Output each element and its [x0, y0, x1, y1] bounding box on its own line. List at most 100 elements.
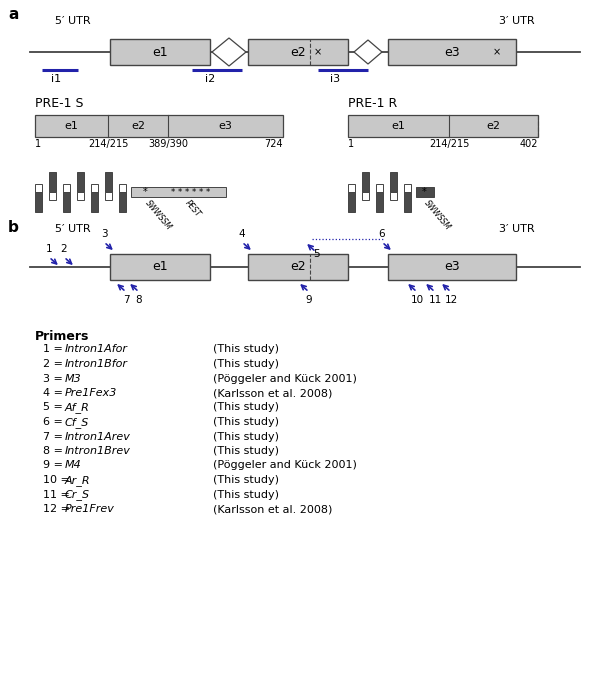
- Text: *: *: [199, 188, 203, 196]
- Bar: [390, 192, 397, 200]
- Text: 1: 1: [46, 244, 52, 254]
- Bar: [63, 192, 70, 212]
- Bar: [105, 172, 112, 192]
- Text: 1 =: 1 =: [43, 344, 66, 355]
- Text: Pre1Frev: Pre1Frev: [65, 504, 115, 514]
- Bar: [376, 192, 383, 212]
- Text: i2: i2: [205, 74, 215, 84]
- Text: 4: 4: [239, 229, 245, 239]
- Text: 724: 724: [264, 139, 283, 149]
- Text: Intron1Brev: Intron1Brev: [65, 446, 131, 456]
- Text: e2: e2: [132, 121, 146, 131]
- Bar: [388, 254, 516, 280]
- Text: i1: i1: [51, 74, 61, 84]
- Text: e3: e3: [444, 46, 460, 59]
- Text: 9 =: 9 =: [43, 460, 66, 471]
- Text: (This study): (This study): [213, 417, 279, 427]
- Text: 214/215: 214/215: [429, 139, 470, 149]
- Text: SWWSSM: SWWSSM: [143, 199, 173, 233]
- Bar: [91, 184, 98, 192]
- Bar: [404, 192, 411, 212]
- Bar: [362, 172, 369, 192]
- Text: ×: ×: [314, 47, 322, 57]
- Text: Intron1Bfor: Intron1Bfor: [65, 359, 128, 369]
- Text: e3: e3: [219, 121, 233, 131]
- Text: (This study): (This study): [213, 490, 279, 499]
- Text: a: a: [8, 7, 18, 22]
- Bar: [49, 172, 56, 192]
- Text: (This study): (This study): [213, 446, 279, 456]
- Text: Af_R: Af_R: [65, 402, 90, 413]
- Text: 8: 8: [136, 295, 143, 305]
- Text: M4: M4: [65, 460, 82, 471]
- Text: e2: e2: [290, 46, 306, 59]
- Text: *: *: [178, 188, 182, 196]
- Text: (This study): (This study): [213, 344, 279, 355]
- Text: 1: 1: [35, 139, 41, 149]
- Text: (Pöggeler and Kück 2001): (Pöggeler and Kück 2001): [213, 374, 357, 383]
- Bar: [416, 187, 434, 197]
- Text: e2: e2: [487, 121, 501, 131]
- Text: 8 =: 8 =: [43, 446, 66, 456]
- Bar: [348, 115, 538, 137]
- Text: 3: 3: [100, 229, 107, 239]
- Text: Cf_S: Cf_S: [65, 417, 90, 428]
- Text: 6 =: 6 =: [43, 417, 66, 427]
- Text: 402: 402: [519, 139, 538, 149]
- Text: (This study): (This study): [213, 475, 279, 485]
- Text: *: *: [206, 188, 210, 196]
- Bar: [49, 192, 56, 200]
- Text: 2: 2: [61, 244, 68, 254]
- Bar: [348, 192, 355, 212]
- Polygon shape: [354, 40, 382, 64]
- Bar: [404, 184, 411, 192]
- Text: 4 =: 4 =: [43, 388, 66, 398]
- Bar: [376, 184, 383, 192]
- Text: e3: e3: [444, 261, 460, 273]
- Text: 10: 10: [410, 295, 424, 305]
- Text: 5′ UTR: 5′ UTR: [55, 224, 91, 234]
- Text: 3 =: 3 =: [43, 374, 66, 383]
- Text: Cr_S: Cr_S: [65, 490, 90, 501]
- Text: *: *: [192, 188, 196, 196]
- Text: M3: M3: [65, 374, 82, 383]
- Text: *: *: [185, 188, 189, 196]
- Bar: [119, 192, 126, 212]
- Text: e2: e2: [290, 261, 306, 273]
- Text: SWWSSM: SWWSSM: [422, 199, 452, 233]
- Text: 9: 9: [306, 295, 312, 305]
- Text: e1: e1: [152, 261, 168, 273]
- Text: Primers: Primers: [35, 330, 90, 343]
- Bar: [63, 184, 70, 192]
- Text: 5′ UTR: 5′ UTR: [55, 16, 91, 26]
- Text: *: *: [171, 188, 175, 196]
- Text: Intron1Afor: Intron1Afor: [65, 344, 128, 355]
- Bar: [35, 192, 42, 212]
- Text: 214/215: 214/215: [88, 139, 128, 149]
- Bar: [131, 187, 226, 197]
- Text: 10 =: 10 =: [43, 475, 73, 485]
- Text: (This study): (This study): [213, 432, 279, 441]
- Bar: [105, 192, 112, 200]
- Text: 7: 7: [122, 295, 129, 305]
- Bar: [110, 254, 210, 280]
- Text: 1: 1: [348, 139, 354, 149]
- Text: e1: e1: [152, 46, 168, 59]
- Text: 389/390: 389/390: [148, 139, 188, 149]
- Text: (This study): (This study): [213, 359, 279, 369]
- Text: 3′ UTR: 3′ UTR: [499, 224, 535, 234]
- Text: ×: ×: [493, 47, 501, 57]
- Bar: [248, 39, 348, 65]
- Text: b: b: [8, 220, 19, 235]
- Bar: [35, 115, 283, 137]
- Bar: [77, 172, 84, 192]
- Text: Intron1Arev: Intron1Arev: [65, 432, 131, 441]
- Text: 5 =: 5 =: [43, 402, 66, 413]
- Text: 3′ UTR: 3′ UTR: [499, 16, 535, 26]
- Text: *: *: [143, 187, 147, 197]
- Bar: [35, 184, 42, 192]
- Text: e1: e1: [65, 121, 79, 131]
- Bar: [91, 192, 98, 212]
- Text: 5: 5: [312, 249, 319, 259]
- Text: 6: 6: [379, 229, 385, 239]
